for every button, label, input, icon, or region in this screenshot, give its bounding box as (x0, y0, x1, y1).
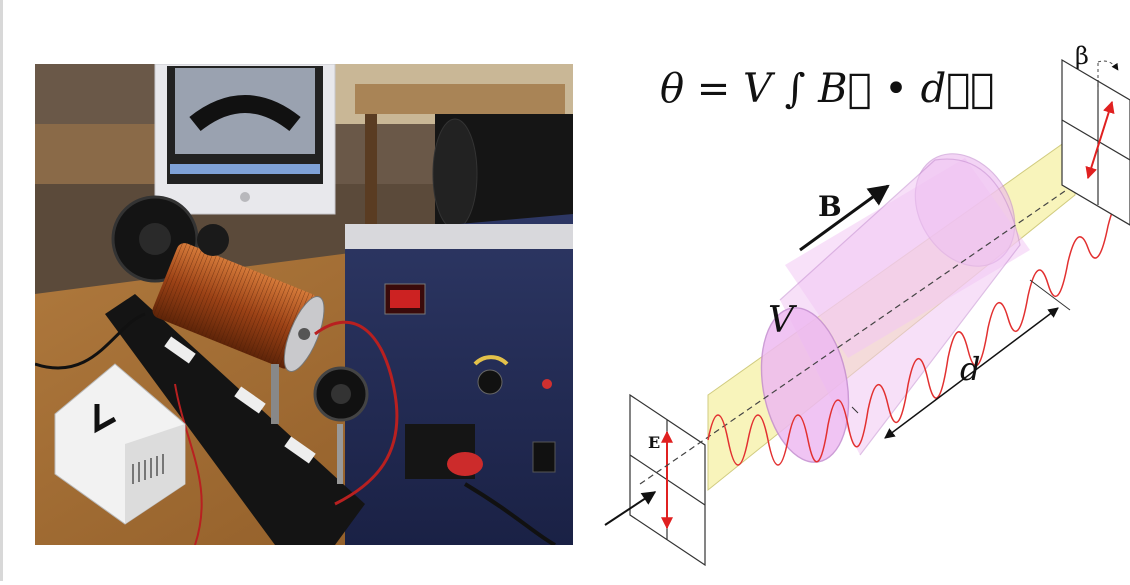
output-polarizer (1061, 58, 1130, 226)
length-arrow (884, 307, 1059, 439)
beta-label: β (1075, 42, 1089, 70)
photo-illustration (35, 64, 573, 545)
lab-apparatus-photo (35, 64, 573, 545)
diagram-svg (604, 58, 1130, 567)
beam-axis (639, 159, 1111, 485)
faraday-rotation-formula: θ = V ∫ B⃗ • dℓ⃗ (660, 66, 995, 112)
medium-label: V (768, 300, 794, 341)
rotated-e-field-arrow (1085, 100, 1115, 180)
length-label: d (960, 350, 981, 388)
e-field-label: E (648, 433, 661, 452)
incident-beam-arrow (604, 491, 657, 526)
b-field-arrow (799, 184, 890, 252)
b-field-label: B (818, 190, 842, 223)
faraday-rotation-diagram (590, 40, 1130, 581)
left-border (0, 0, 3, 581)
medium-cylinder (760, 153, 1030, 463)
